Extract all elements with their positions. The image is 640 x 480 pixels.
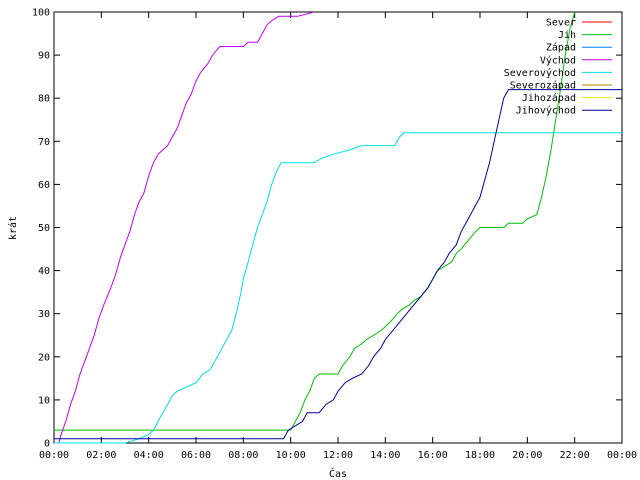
- x-tick-label: 10:00: [276, 450, 306, 461]
- y-tick-label: 100: [32, 8, 50, 19]
- y-tick-label: 60: [38, 180, 50, 191]
- x-tick-label: 02:00: [86, 450, 116, 461]
- legend-label-severozapad: Severozápad: [510, 80, 576, 92]
- axis-ticks: 00:00 02:00 04:00 06:00 08:00 10:00 12:00 14:00…: [32, 8, 637, 462]
- y-tick-label: 50: [38, 223, 50, 234]
- legend: SeverJihZápadVýchodSeverovýchodSeverozáp…: [504, 18, 612, 117]
- y-tick-label: 20: [38, 352, 50, 363]
- legend-label-zapad: Západ: [546, 42, 576, 54]
- x-tick-label: 06:00: [181, 450, 211, 461]
- data-series: [54, 11, 622, 444]
- y-tick-label: 10: [38, 395, 50, 406]
- y-tick-label: 90: [38, 51, 50, 62]
- series-line-severovychod: [54, 132, 622, 444]
- x-tick-label: 08:00: [228, 450, 258, 461]
- y-axis-label: krát: [7, 216, 19, 240]
- series-line-jih: [54, 11, 576, 431]
- y-tick-label: 0: [44, 439, 50, 450]
- y-tick-label: 30: [38, 309, 50, 320]
- y-tick-label: 40: [38, 266, 50, 277]
- legend-label-severovychod: Severovýchod: [504, 67, 576, 79]
- x-tick-label: 18:00: [465, 450, 495, 461]
- x-tick-label: 16:00: [418, 450, 448, 461]
- legend-label-jihozapad: Jihozápad: [522, 92, 576, 104]
- legend-label-sever: Sever: [546, 18, 576, 29]
- x-tick-label: 04:00: [134, 450, 164, 461]
- x-tick-label: 22:00: [560, 450, 590, 461]
- series-line-jihovychod: [54, 89, 622, 440]
- x-tick-label: 00:00: [39, 450, 69, 461]
- y-tick-label: 80: [38, 94, 50, 105]
- x-tick-label: 12:00: [323, 450, 353, 461]
- legend-label-vychod: Východ: [540, 54, 576, 66]
- y-tick-label: 70: [38, 137, 50, 148]
- legend-label-jihovychod: Jihovýchod: [516, 105, 576, 117]
- x-axis-label: Čas: [329, 467, 347, 480]
- legend-label-jih: Jih: [558, 30, 576, 41]
- x-tick-label: 00:00: [607, 450, 637, 461]
- x-tick-label: 14:00: [370, 450, 400, 461]
- series-line-vychod: [58, 11, 315, 444]
- x-tick-label: 20:00: [512, 450, 542, 461]
